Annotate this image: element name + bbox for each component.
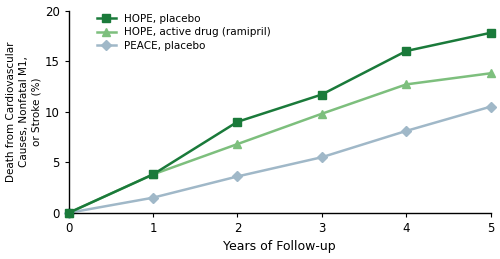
PEACE, placebo (66, 211, 71, 214)
HOPE, active drug (ramipril) (234, 142, 240, 146)
HOPE, placebo (150, 173, 156, 176)
Line: HOPE, placebo: HOPE, placebo (65, 29, 494, 217)
X-axis label: Years of Follow-up: Years of Follow-up (224, 240, 336, 254)
PEACE, placebo (488, 105, 494, 108)
HOPE, active drug (ramipril) (488, 72, 494, 75)
HOPE, active drug (ramipril) (403, 83, 409, 86)
PEACE, placebo (319, 156, 325, 159)
HOPE, active drug (ramipril) (319, 112, 325, 115)
Line: HOPE, active drug (ramipril): HOPE, active drug (ramipril) (65, 69, 494, 217)
Line: PEACE, placebo: PEACE, placebo (65, 103, 494, 217)
HOPE, active drug (ramipril) (150, 173, 156, 176)
Legend: HOPE, placebo, HOPE, active drug (ramipril), PEACE, placebo: HOPE, placebo, HOPE, active drug (ramipr… (95, 12, 273, 53)
HOPE, placebo (319, 93, 325, 96)
PEACE, placebo (150, 196, 156, 199)
Y-axis label: Death from Cardiovascular
Causes, Nonfatal M1,
or Stroke (%): Death from Cardiovascular Causes, Nonfat… (6, 41, 42, 182)
HOPE, placebo (403, 49, 409, 53)
HOPE, placebo (488, 31, 494, 34)
PEACE, placebo (234, 175, 240, 178)
PEACE, placebo (403, 130, 409, 133)
HOPE, placebo (66, 211, 71, 214)
HOPE, active drug (ramipril) (66, 211, 71, 214)
HOPE, placebo (234, 120, 240, 123)
